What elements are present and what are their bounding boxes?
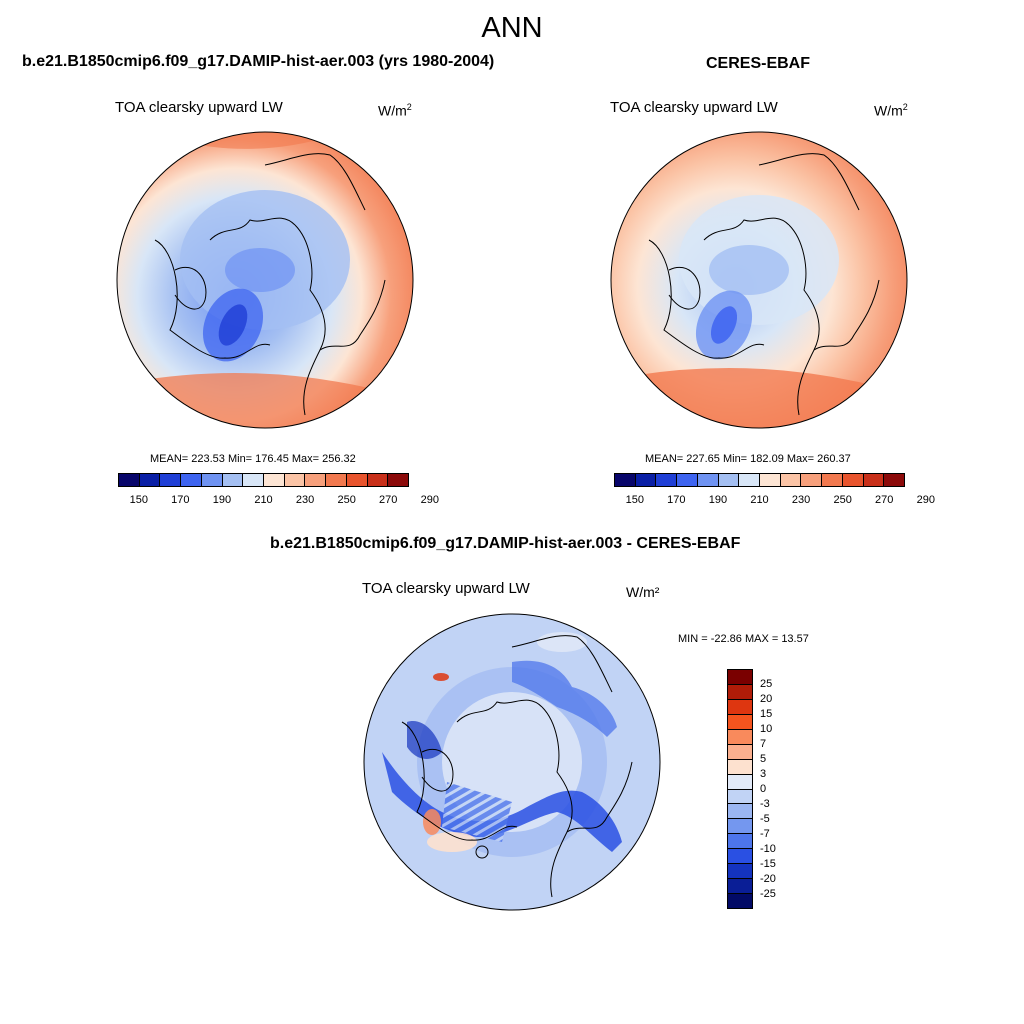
- colorbar-tick-label: 0: [760, 783, 767, 795]
- colorbar-tick-label: -10: [760, 843, 776, 855]
- colorbar-tick-label: 270: [379, 494, 398, 506]
- diff-stats: MIN = -22.86 MAX = 13.57: [678, 633, 809, 645]
- colorbar-swatch: [822, 474, 843, 486]
- colorbar-swatch: [728, 819, 752, 835]
- colorbar-tick-label: 15: [760, 708, 773, 720]
- colorbar-tick-label: 170: [171, 494, 190, 506]
- colorbar-swatch: [305, 474, 327, 486]
- colorbar-swatch: [728, 894, 752, 908]
- colorbar-swatch: [284, 474, 306, 486]
- colorbar-swatch: [635, 474, 657, 486]
- colorbar-swatch: [388, 474, 409, 486]
- colorbar-tick-label: 3: [760, 768, 767, 780]
- colorbar-swatch: [615, 474, 636, 486]
- colorbar-swatch: [160, 474, 182, 486]
- colorbar-tick-label: 290: [420, 494, 439, 506]
- colorbar-swatch: [201, 474, 223, 486]
- model-colorbar: [118, 473, 409, 487]
- colorbar-swatch: [728, 849, 752, 865]
- colorbar-tick-label: -3: [760, 798, 770, 810]
- colorbar-tick-label: 10: [760, 723, 773, 735]
- colorbar-tick-label: 230: [791, 494, 811, 506]
- colorbar-swatch: [728, 699, 752, 715]
- colorbar-swatch: [326, 474, 347, 486]
- colorbar-swatch: [346, 474, 368, 486]
- colorbar-tick-label: 170: [667, 494, 686, 506]
- colorbar-swatch: [697, 474, 719, 486]
- obs-colorbar-labels: 150 170 190 210 230 250 270 290: [614, 494, 935, 508]
- colorbar-swatch: [119, 474, 140, 486]
- colorbar-swatch: [728, 729, 752, 745]
- colorbar-swatch: [222, 474, 244, 486]
- colorbar-swatch: [718, 474, 740, 486]
- model-polar-map: [116, 131, 414, 429]
- colorbar-swatch: [677, 474, 698, 486]
- model-variable-title: TOA clearsky upward LW: [115, 99, 283, 116]
- colorbar-swatch: [728, 759, 752, 775]
- colorbar-tick-label: 150: [625, 494, 644, 506]
- colorbar-swatch: [863, 474, 885, 486]
- colorbar-swatch: [264, 474, 285, 486]
- colorbar-swatch: [760, 474, 781, 486]
- obs-units: W/m2: [874, 102, 908, 119]
- colorbar-tick-label: 190: [708, 494, 728, 506]
- colorbar-tick-label: -15: [760, 858, 776, 870]
- colorbar-tick-label: -7: [760, 828, 770, 840]
- colorbar-tick-label: 150: [129, 494, 148, 506]
- obs-polar-map: [610, 131, 908, 429]
- diff-variable-title: TOA clearsky upward LW: [362, 580, 530, 597]
- colorbar-tick-label: -5: [760, 813, 770, 825]
- model-case-title: b.e21.B1850cmip6.f09_g17.DAMIP-hist-aer.…: [22, 53, 495, 70]
- colorbar-tick-label: 210: [254, 494, 273, 506]
- obs-stats: MEAN= 227.65 Min= 182.09 Max= 260.37: [645, 453, 851, 465]
- colorbar-swatch: [728, 834, 752, 850]
- colorbar-swatch: [801, 474, 823, 486]
- colorbar-swatch: [181, 474, 202, 486]
- obs-variable-title: TOA clearsky upward LW: [610, 99, 778, 116]
- diff-polar-map: [363, 613, 661, 911]
- colorbar-tick-label: 5: [760, 753, 767, 765]
- colorbar-swatch: [728, 684, 752, 700]
- colorbar-swatch: [780, 474, 802, 486]
- colorbar-swatch: [367, 474, 389, 486]
- diff-units: W/m²: [626, 584, 660, 600]
- colorbar-tick-label: -25: [760, 888, 776, 900]
- model-units: W/m2: [378, 102, 412, 119]
- colorbar-swatch: [739, 474, 761, 486]
- colorbar-tick-label: 250: [833, 494, 852, 506]
- colorbar-swatch: [884, 474, 905, 486]
- colorbar-tick-label: 270: [875, 494, 894, 506]
- diff-colorbar-labels: 25 20 15 10 7 5 3 0 -3 -5 -7 -10 -15 -20 -25: [760, 669, 800, 909]
- page-title: ANN: [481, 12, 543, 44]
- colorbar-tick-label: -20: [760, 873, 776, 885]
- colorbar-swatch: [728, 864, 752, 880]
- colorbar-tick-label: 20: [760, 693, 773, 705]
- colorbar-swatch: [728, 714, 752, 730]
- model-stats: MEAN= 223.53 Min= 176.45 Max= 256.32: [150, 453, 356, 465]
- diff-case-title: b.e21.B1850cmip6.f09_g17.DAMIP-hist-aer.…: [270, 535, 741, 552]
- colorbar-swatch: [728, 670, 752, 685]
- colorbar-tick-label: 250: [337, 494, 356, 506]
- colorbar-tick-label: 290: [916, 494, 935, 506]
- colorbar-swatch: [728, 879, 752, 895]
- colorbar-tick-label: 190: [212, 494, 232, 506]
- colorbar-swatch: [842, 474, 864, 486]
- model-colorbar-labels: 150 170 190 210 230 250 270 290: [118, 494, 439, 508]
- colorbar-tick-label: 25: [760, 678, 773, 690]
- diff-colorbar: [727, 669, 753, 909]
- obs-colorbar: [614, 473, 905, 487]
- colorbar-swatch: [243, 474, 265, 486]
- colorbar-tick-label: 210: [750, 494, 769, 506]
- colorbar-swatch: [656, 474, 678, 486]
- colorbar-swatch: [728, 789, 752, 805]
- obs-case-title: CERES-EBAF: [706, 55, 811, 72]
- colorbar-tick-label: 230: [295, 494, 315, 506]
- colorbar-swatch: [139, 474, 161, 486]
- colorbar-swatch: [728, 804, 752, 820]
- colorbar-tick-label: 7: [760, 738, 767, 750]
- colorbar-swatch: [728, 774, 752, 790]
- colorbar-swatch: [728, 744, 752, 760]
